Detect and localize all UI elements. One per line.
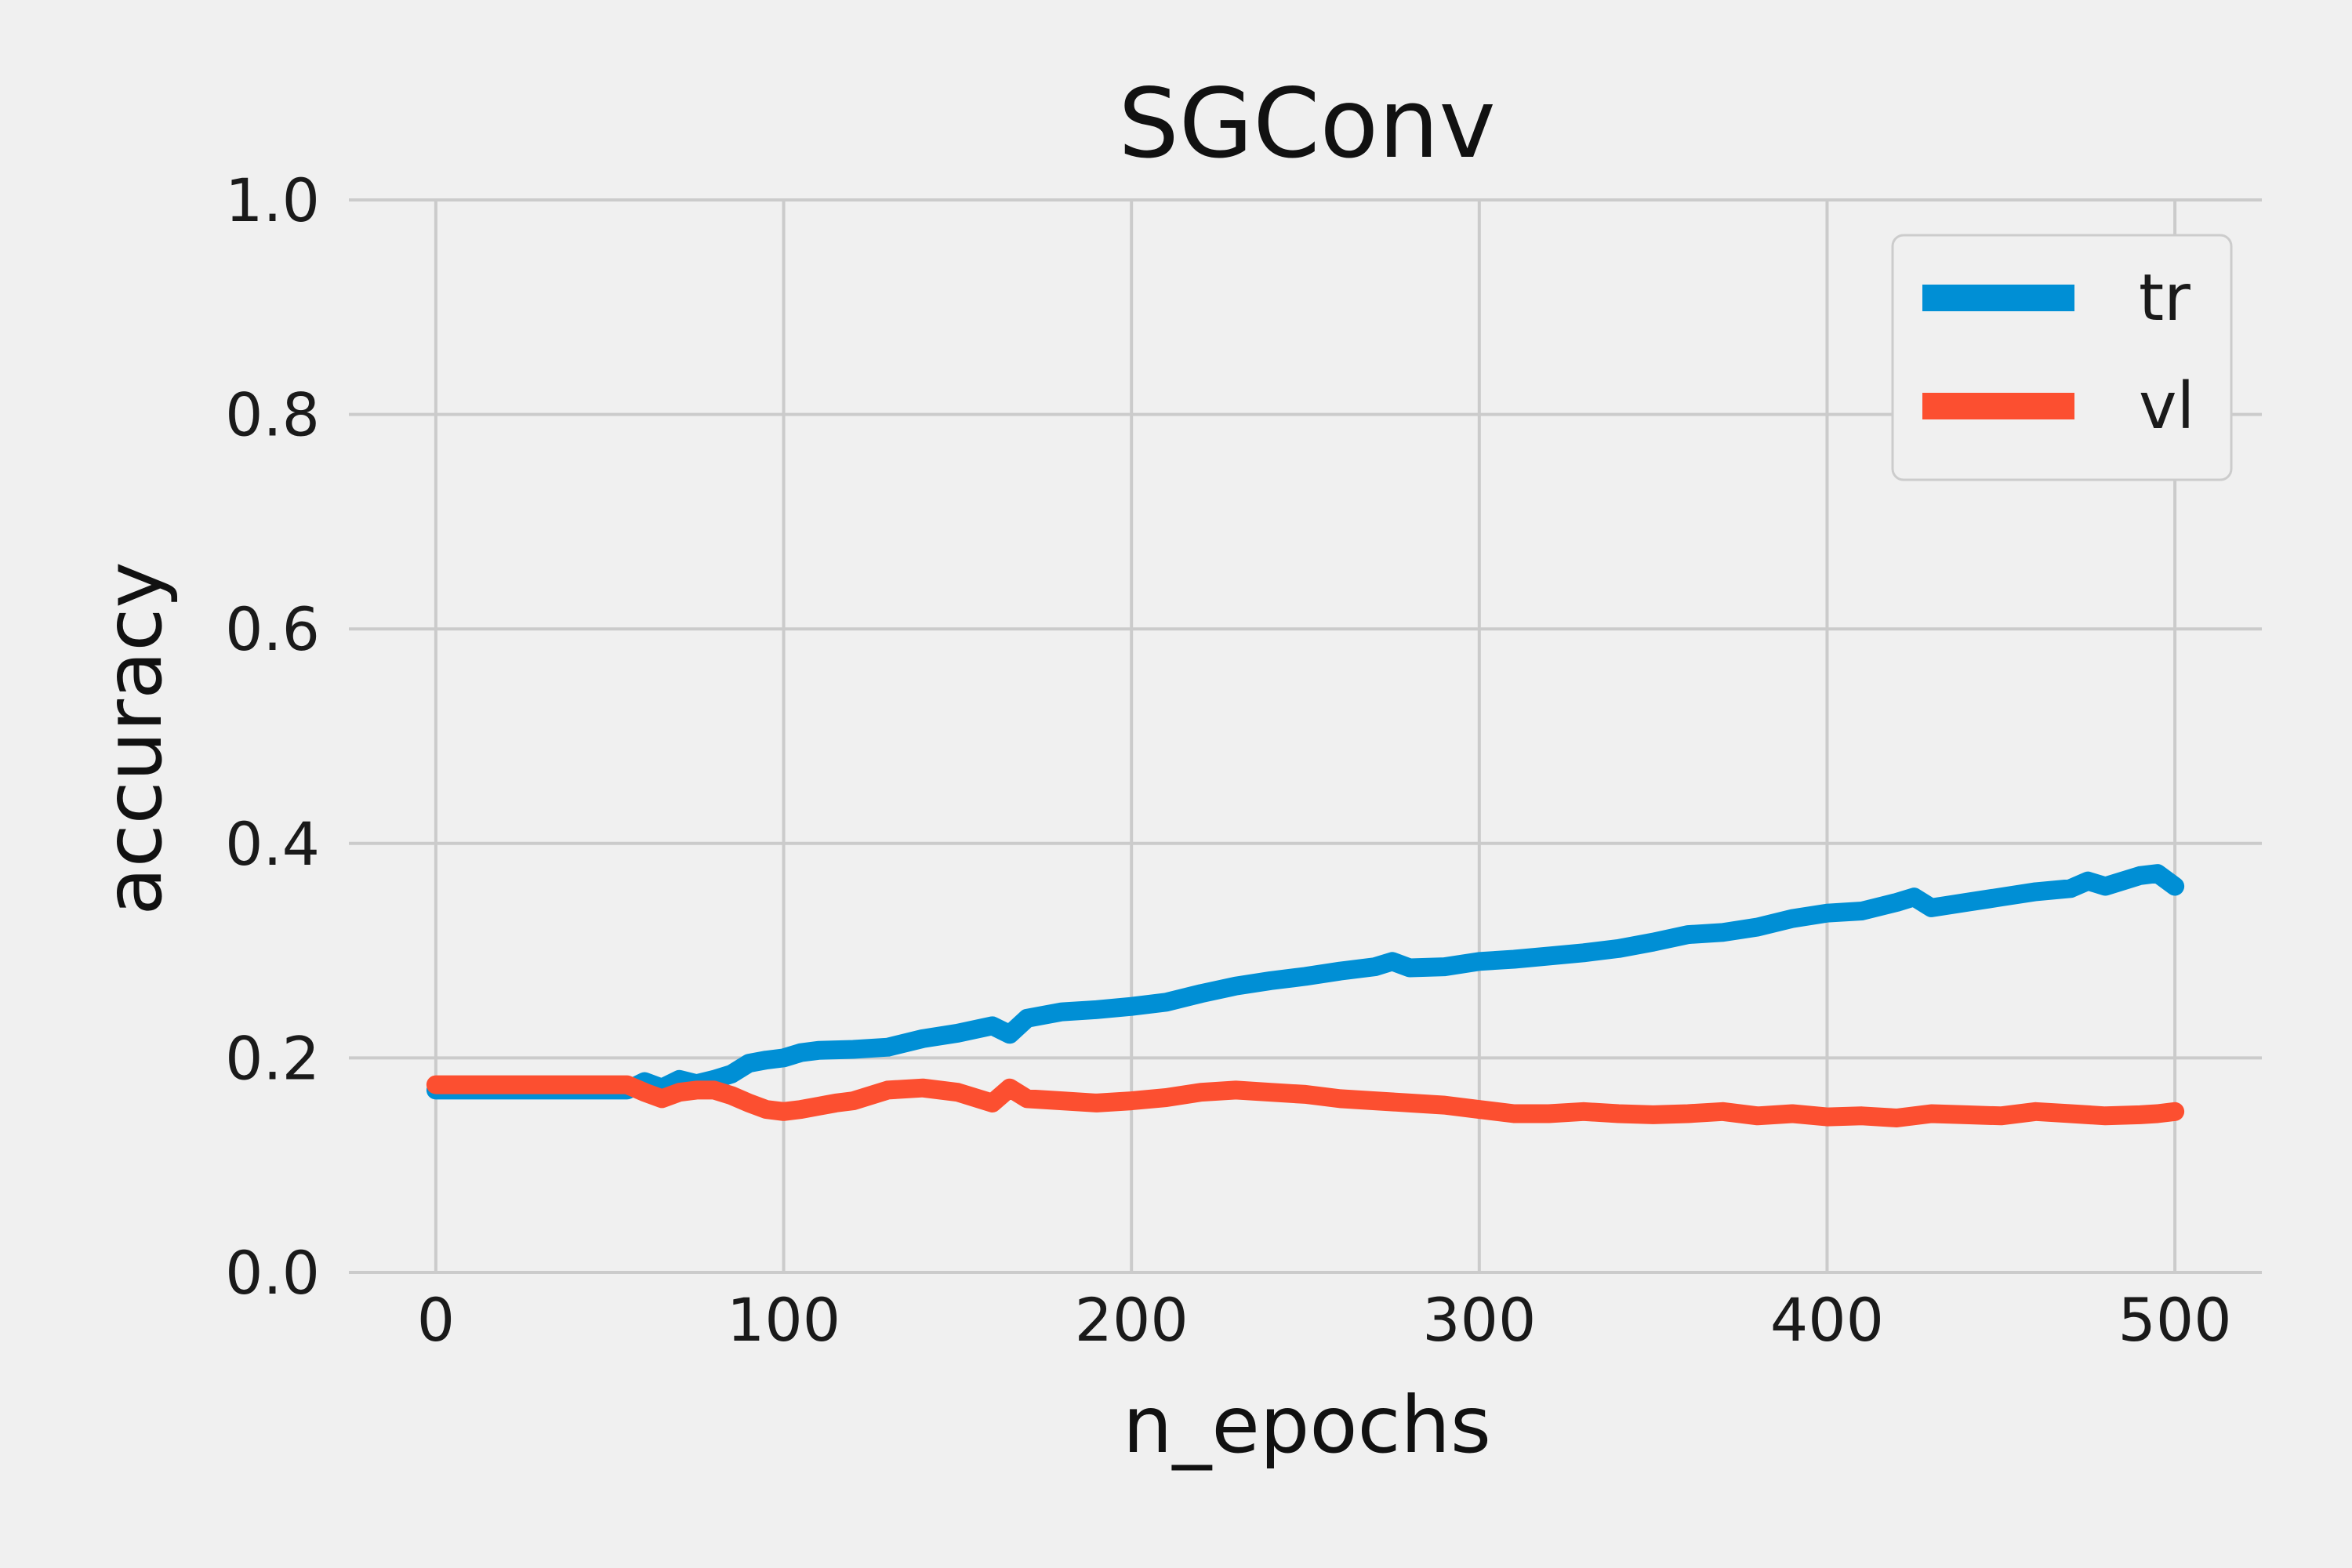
chart-title: SGConv <box>1118 68 1495 180</box>
legend-label-vl: vl <box>2139 369 2194 444</box>
x-tick-label: 500 <box>2118 1285 2232 1355</box>
x-tick-label: 0 <box>417 1285 455 1355</box>
legend: tr vl <box>1891 234 2233 481</box>
y-tick-label: 0.8 <box>225 380 320 450</box>
x-axis-label: n_epochs <box>1123 1379 1491 1471</box>
x-tick-label: 100 <box>727 1285 840 1355</box>
series-line-vl <box>426 1075 2185 1127</box>
y-tick-label: 1.0 <box>225 165 320 235</box>
series-layer <box>426 864 2185 1127</box>
series-line-tr <box>426 864 2185 1100</box>
y-axis-label: accuracy <box>88 561 180 915</box>
x-tick-label: 200 <box>1075 1285 1189 1355</box>
y-tick-label: 0.0 <box>225 1238 320 1308</box>
y-tick-label: 0.6 <box>225 594 320 664</box>
ticks: 0 100 200 300 400 500 0.0 0.2 0.4 0.6 0.8 1.0 <box>225 165 2231 1355</box>
legend-label-tr: tr <box>2139 261 2190 336</box>
y-tick-label: 0.2 <box>225 1023 320 1093</box>
y-tick-label: 0.4 <box>225 809 320 879</box>
x-tick-label: 300 <box>1422 1285 1536 1355</box>
x-tick-label: 400 <box>1770 1285 1884 1355</box>
